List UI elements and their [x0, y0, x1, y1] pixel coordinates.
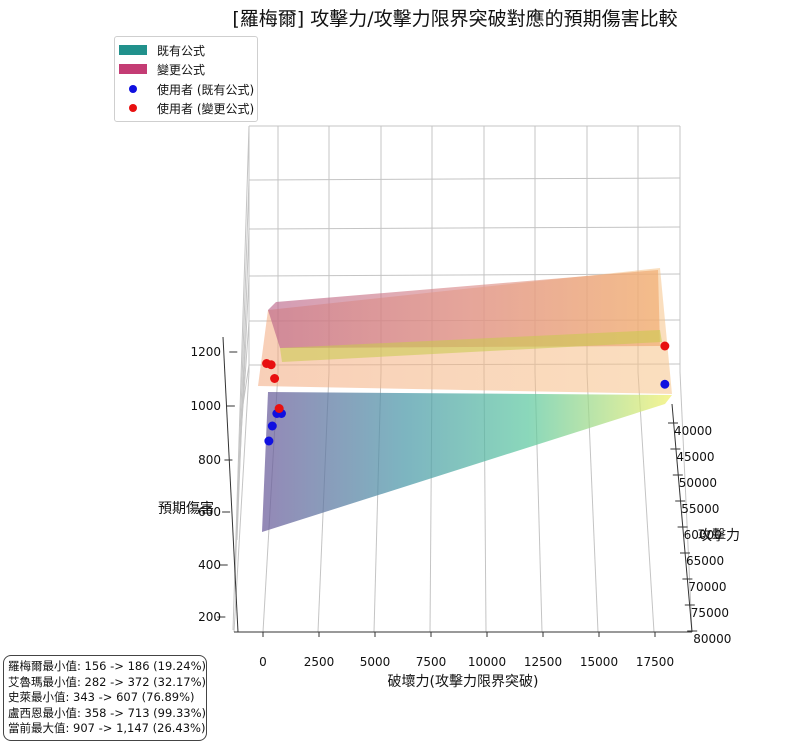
legend-item-user-existing: 使用者 (既有公式) — [119, 80, 254, 98]
user-point-new — [660, 341, 670, 351]
user-point-existing — [264, 436, 274, 446]
user-point-new — [266, 360, 276, 370]
x-tick-label: 2500 — [304, 655, 335, 669]
user-point-existing — [660, 379, 670, 389]
x-tick-label: 10000 — [468, 655, 506, 669]
chart-title: [羅梅爾] 攻擊力/攻擊力限界突破對應的預期傷害比較 — [232, 7, 677, 30]
x-tick-label: 12500 — [524, 655, 562, 669]
stats-annotation: 羅梅爾最小值: 156 -> 186 (19.24%) 艾魯瑪最小值: 282 … — [3, 655, 207, 741]
y-axis-label: 攻擊力 — [698, 527, 740, 544]
legend-swatch-new — [119, 64, 147, 74]
stat-line: 羅梅爾最小值: 156 -> 186 (19.24%) — [8, 659, 207, 673]
x-tick-label: 0 — [259, 655, 267, 669]
legend: 既有公式 變更公式 使用者 (既有公式) 使用者 (變更公式) — [114, 36, 258, 122]
y-tick-label: 60000 — [684, 528, 722, 542]
left-grid — [232, 125, 250, 631]
z-tick-label: 600 — [198, 505, 221, 519]
legend-swatch-existing — [119, 45, 147, 55]
user-point-new — [274, 404, 284, 413]
z-axis-ticks: 200 400 600 800 1000 1200 — [190, 345, 238, 624]
surface-new — [258, 268, 672, 394]
user-point-new — [270, 374, 280, 383]
legend-item-existing: 既有公式 — [119, 41, 205, 59]
user-points — [262, 341, 670, 446]
y-tick-label: 65000 — [686, 554, 724, 568]
axes-lines — [222, 336, 693, 633]
y-tick-label: 80000 — [693, 632, 731, 646]
legend-marker-user-new — [129, 104, 137, 112]
x-tick-label: 5000 — [360, 655, 391, 669]
y-tick-label: 70000 — [688, 580, 726, 594]
y-tick-label: 40000 — [674, 424, 712, 438]
legend-label-new: 變更公式 — [157, 62, 206, 77]
legend-item-user-new: 使用者 (變更公式) — [119, 99, 254, 117]
legend-label-existing: 既有公式 — [157, 43, 206, 58]
legend-label-user-existing: 使用者 (既有公式) — [157, 82, 255, 97]
x-tick-label: 15000 — [580, 655, 618, 669]
legend-label-user-new: 使用者 (變更公式) — [157, 101, 255, 116]
z-tick-label: 200 — [198, 610, 221, 624]
x-axis-label: 破壞力(攻擊力限界突破) — [388, 673, 539, 690]
y-tick-label: 75000 — [691, 606, 729, 620]
stat-line: 艾魯瑪最小值: 282 -> 372 (32.17%) — [8, 674, 207, 689]
x-tick-label: 7500 — [416, 655, 447, 669]
z-tick-label: 400 — [198, 558, 221, 572]
legend-item-new: 變更公式 — [119, 60, 205, 78]
y-tick-label: 50000 — [679, 476, 717, 490]
z-tick-label: 1200 — [190, 345, 221, 359]
x-axis-ticks: 0 2500 5000 7500 10000 12500 15000 17500 — [259, 632, 674, 669]
user-point-existing — [267, 421, 277, 431]
z-axis-label: 預期傷害 — [158, 501, 214, 517]
y-tick-label: 45000 — [676, 450, 714, 464]
stat-line: 當前最大值: 907 -> 1,147 (26.43%) — [8, 721, 206, 735]
surface-existing — [262, 392, 672, 532]
y-tick-label: 55000 — [681, 502, 719, 516]
stat-line: 史萊最小值: 343 -> 607 (76.89%) — [8, 690, 195, 704]
z-tick-label: 1000 — [190, 399, 221, 413]
y-axis-ticks: 40000 45000 50000 55000 60000 65000 70000 75000… — [668, 422, 731, 646]
x-tick-label: 17500 — [636, 655, 674, 669]
stat-line: 盧西恩最小值: 358 -> 713 (99.33%) — [8, 705, 207, 720]
legend-marker-user-existing — [129, 85, 137, 93]
z-tick-label: 800 — [198, 453, 221, 467]
